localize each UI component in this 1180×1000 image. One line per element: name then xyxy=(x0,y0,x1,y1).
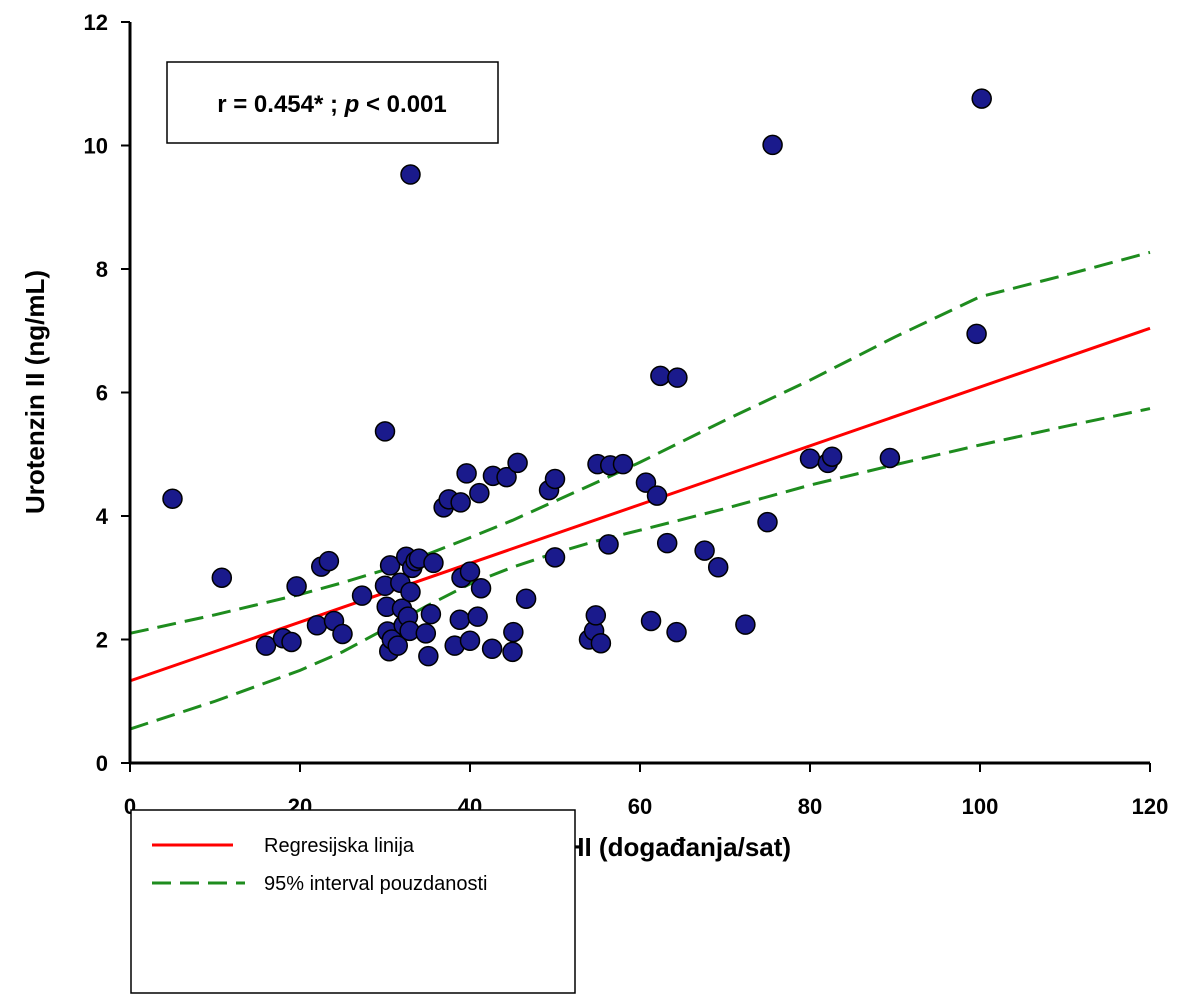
y-tick-label: 10 xyxy=(84,134,108,159)
data-point xyxy=(667,367,688,388)
ci-lower-line xyxy=(129,407,1151,731)
correlation-annotation: r = 0.454* ; p < 0.001 xyxy=(166,61,499,144)
data-point xyxy=(640,610,662,632)
data-point xyxy=(467,606,488,627)
data-point xyxy=(735,614,756,635)
data-point xyxy=(374,421,396,442)
annotation-prefix: r = 0.454* ; xyxy=(217,91,344,118)
ci-upper-line xyxy=(129,250,1151,635)
data-point xyxy=(590,632,612,654)
data-point xyxy=(821,446,843,467)
data-point xyxy=(694,540,715,561)
data-point xyxy=(387,635,408,656)
data-point xyxy=(612,453,634,475)
y-tick-label: 12 xyxy=(84,10,108,35)
x-axis-ticks: 0 20 40 60 80 100 120 xyxy=(124,763,1168,819)
data-point xyxy=(757,511,778,533)
legend-confidence-label: 95% interval pouzdanosti xyxy=(264,873,487,895)
data-point xyxy=(879,447,901,469)
annotation-text: r = 0.454* ; p < 0.001 xyxy=(217,91,447,118)
data-point xyxy=(470,577,492,599)
data-point xyxy=(449,609,471,630)
data-point xyxy=(544,468,566,490)
data-point xyxy=(400,581,421,603)
data-point xyxy=(286,576,307,597)
data-point xyxy=(585,605,607,626)
x-tick-label: 100 xyxy=(962,794,999,819)
legend: Regresijska linija 95% interval pouzdano… xyxy=(130,809,576,994)
annotation-p-symbol: p xyxy=(344,91,360,118)
data-point xyxy=(306,615,328,636)
legend-regression-label: Regresijska linija xyxy=(264,835,415,857)
data-point xyxy=(507,452,528,474)
y-axis-ticks: 0 2 4 6 8 10 12 xyxy=(84,10,130,776)
x-tick-label: 120 xyxy=(1132,794,1169,819)
data-point xyxy=(666,621,687,643)
regression-layer xyxy=(129,326,1151,683)
data-point xyxy=(966,323,987,345)
data-point xyxy=(544,547,566,568)
annotation-box xyxy=(166,61,499,144)
data-point xyxy=(281,631,302,653)
y-tick-label: 6 xyxy=(96,381,108,406)
data-point xyxy=(707,557,729,578)
data-point xyxy=(650,365,671,387)
data-points-layer xyxy=(162,88,992,667)
regression-line xyxy=(129,326,1151,683)
data-point xyxy=(503,621,524,643)
data-point xyxy=(456,463,477,484)
data-point xyxy=(469,482,490,504)
data-point xyxy=(598,534,619,555)
y-tick-label: 8 xyxy=(96,257,108,282)
data-point xyxy=(211,567,233,588)
data-point xyxy=(332,623,353,645)
data-point xyxy=(656,532,678,554)
data-point xyxy=(450,492,471,513)
data-point xyxy=(415,623,437,644)
y-tick-label: 0 xyxy=(96,751,108,776)
x-tick-label: 80 xyxy=(798,794,822,819)
x-tick-label: 60 xyxy=(628,794,652,819)
data-point xyxy=(418,645,439,667)
data-point xyxy=(162,488,183,509)
data-point xyxy=(799,448,821,469)
data-point xyxy=(351,585,373,606)
data-point xyxy=(459,630,481,651)
data-point xyxy=(515,588,537,609)
data-point xyxy=(459,561,481,582)
data-point xyxy=(255,635,277,656)
data-point xyxy=(379,555,401,576)
y-tick-label: 4 xyxy=(96,504,109,529)
y-tick-label: 2 xyxy=(96,628,108,653)
y-axis-title: Urotenzin II (ng/mL) xyxy=(20,270,50,514)
annotation-suffix: < 0.001 xyxy=(359,91,446,118)
data-point xyxy=(635,472,657,493)
data-point xyxy=(400,164,421,185)
data-point xyxy=(502,641,523,663)
data-point xyxy=(481,638,503,660)
data-point xyxy=(318,550,340,572)
data-point xyxy=(971,88,992,109)
data-point xyxy=(496,466,517,488)
x-axis-title: AHI (događanja/sat) xyxy=(547,832,791,862)
legend-box xyxy=(130,809,576,994)
data-point xyxy=(420,603,442,625)
data-point xyxy=(423,552,444,574)
data-point xyxy=(646,485,668,506)
data-point xyxy=(762,134,783,156)
